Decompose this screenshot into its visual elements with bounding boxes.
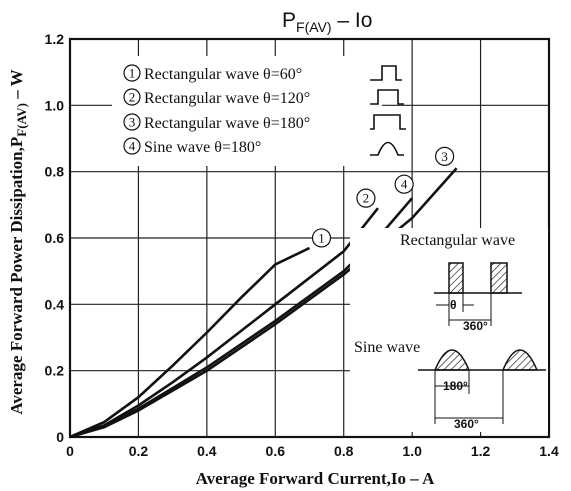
x-ticks: 0 0.2 0.4 0.6 0.8 1.0 1.2 1.4 (66, 443, 559, 459)
x-tick-label: 0.8 (334, 443, 354, 459)
series-marker-2: 2 (356, 188, 376, 208)
x-tick-label: 0.6 (266, 443, 286, 459)
rect-pulse-1 (448, 262, 464, 294)
series-marker-4: 4 (394, 174, 414, 194)
inset-background (350, 228, 548, 432)
series-marker-3: 3 (435, 146, 455, 166)
y-tick-label: 0 (56, 429, 64, 445)
y-tick-label: 0.6 (45, 230, 65, 246)
legend-entry-3: 3 Rectangular wave θ=180° (123, 113, 406, 132)
y-tick-label: 0.4 (45, 296, 65, 312)
waveform-inset: Rectangular wave θ 360° Sine wave 180° 3… (350, 228, 548, 432)
legend: 1 Rectangular wave θ=60° 2 Rectangular w… (112, 56, 406, 166)
y-tick-label: 1.2 (45, 31, 65, 47)
x-tick-label: 1.2 (471, 443, 491, 459)
svg-text:2: 2 (129, 90, 136, 105)
y-axis-label: Average Forward Power Dissipation,PF(AV)… (7, 69, 29, 414)
legend-background (112, 56, 382, 166)
x-tick-label: 0 (66, 443, 74, 459)
svg-text:1: 1 (129, 66, 136, 81)
series-label-3: 3 (441, 149, 448, 164)
x-tick-label: 0.4 (197, 443, 217, 459)
x-tick-label: 1.0 (402, 443, 422, 459)
y-ticks: 0 0.2 0.4 0.6 0.8 1.0 1.2 (45, 31, 65, 445)
series-line-1 (69, 246, 311, 439)
series-layer: 1 2 3 4 (69, 146, 458, 439)
series-label-2: 2 (363, 191, 370, 206)
sine-wave-label: Sine wave (354, 339, 420, 356)
series-label-4: 4 (401, 177, 408, 192)
y-tick-label: 1.0 (45, 97, 65, 113)
y-tick-label: 0.8 (45, 164, 65, 180)
svg-text:Rectangular wave θ=60°: Rectangular wave θ=60° (144, 66, 302, 83)
rect-wave-120-icon (370, 89, 404, 105)
x-axis-label: Average Forward Current,Io – A (196, 469, 435, 488)
x-tick-label: 0.2 (129, 443, 149, 459)
theta-label: θ (450, 298, 457, 312)
svg-text:Sine wave θ=180°: Sine wave θ=180° (144, 139, 261, 156)
x-tick-label: 1.4 (539, 443, 559, 459)
sine-wave-icon (370, 141, 404, 156)
series-marker-1: 1 (311, 228, 332, 248)
rect-wave-180-icon (370, 114, 406, 130)
svg-text:4: 4 (129, 139, 136, 154)
svg-text:Rectangular wave θ=180°: Rectangular wave θ=180° (144, 115, 310, 132)
series-line-2 (69, 207, 379, 439)
series-label-1: 1 (318, 230, 325, 245)
svg-text:3: 3 (129, 115, 136, 130)
rect-period-label: 360° (463, 319, 488, 333)
legend-entry-1: 1 Rectangular wave θ=60° (123, 64, 402, 83)
svg-text:Rectangular wave θ=120°: Rectangular wave θ=120° (144, 90, 310, 107)
sine-period-label: 360° (454, 417, 479, 431)
y-tick-label: 0.2 (45, 363, 65, 379)
rect-pulse-2 (490, 262, 508, 294)
rect-wave-60-icon (370, 65, 402, 81)
chart-title: PF(AV) – Io (282, 9, 372, 35)
legend-entry-4: 4 Sine wave θ=180° (123, 137, 404, 156)
plot-frame (68, 37, 551, 439)
sine-conduction-label: 180° (443, 379, 468, 393)
rectangular-wave-label: Rectangular wave (400, 232, 515, 249)
legend-entry-2: 2 Rectangular wave θ=120° (123, 88, 404, 107)
